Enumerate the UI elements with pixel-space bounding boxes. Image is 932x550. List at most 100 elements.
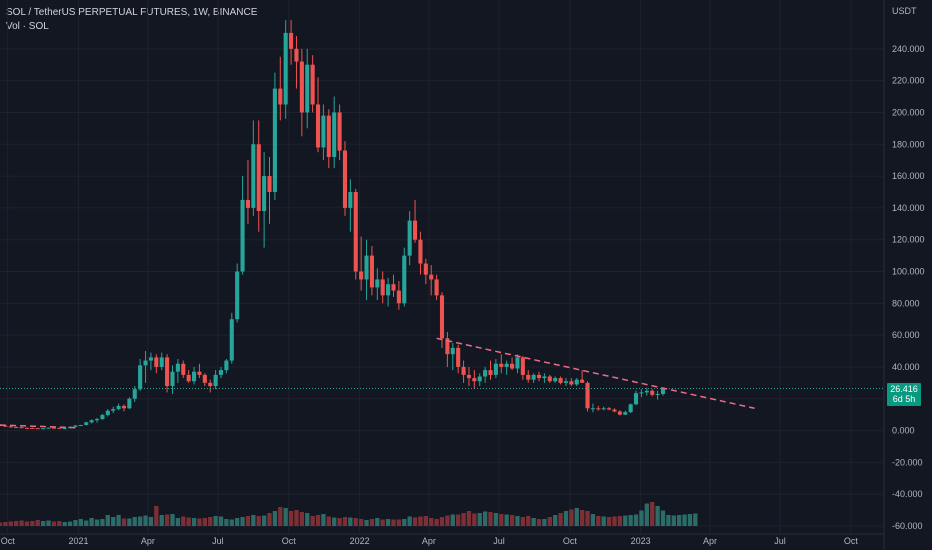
price-tick-label: -40.000 bbox=[892, 489, 923, 499]
candle-body bbox=[375, 279, 380, 288]
volume-legend: Vol · SOL bbox=[6, 21, 49, 32]
candle-body bbox=[391, 284, 396, 291]
candle-body bbox=[526, 374, 531, 380]
candle-body bbox=[542, 376, 547, 379]
candle-body bbox=[272, 88, 277, 192]
candle-body bbox=[94, 419, 100, 421]
candle-body bbox=[407, 220, 412, 256]
candle-body bbox=[46, 427, 51, 429]
volume-bar bbox=[143, 515, 148, 526]
volume-bar bbox=[499, 514, 504, 526]
candle-body bbox=[73, 425, 78, 427]
time-tick-label: Oct bbox=[563, 536, 578, 546]
volume-bar bbox=[294, 510, 299, 526]
time-tick-label: Oct bbox=[844, 536, 859, 546]
candle-body bbox=[127, 398, 132, 409]
volume-bar bbox=[0, 522, 3, 526]
volume-bar bbox=[30, 521, 35, 526]
candle-body bbox=[8, 426, 13, 428]
volume-bar bbox=[639, 510, 644, 526]
time-tick-label: Jul bbox=[493, 536, 505, 546]
volume-bar bbox=[191, 518, 197, 526]
volume-bar bbox=[380, 519, 385, 526]
candle-body bbox=[170, 371, 175, 387]
candle-body bbox=[121, 405, 127, 409]
volume-bar bbox=[585, 511, 590, 526]
volume-bar bbox=[515, 516, 520, 526]
price-tick-label: 140.000 bbox=[892, 203, 925, 213]
candle-body bbox=[434, 279, 439, 296]
candle-body bbox=[240, 199, 245, 272]
time-tick-label: Apr bbox=[703, 536, 717, 546]
volume-bar bbox=[116, 515, 121, 526]
candle-body bbox=[590, 408, 595, 410]
candle-body bbox=[251, 144, 256, 208]
candle-body bbox=[235, 271, 240, 320]
time-tick-label: Apr bbox=[141, 536, 155, 546]
volume-bar bbox=[310, 516, 315, 526]
candle-body bbox=[650, 390, 655, 395]
volume-bar bbox=[175, 518, 181, 526]
candle-body bbox=[224, 360, 229, 371]
candle-body bbox=[488, 370, 493, 375]
volume-bar bbox=[482, 511, 488, 526]
volume-bar bbox=[164, 514, 170, 526]
volume-bar bbox=[644, 503, 649, 526]
candle-body bbox=[655, 393, 660, 395]
volume-bar bbox=[677, 515, 682, 526]
time-tick-label: Oct bbox=[282, 536, 297, 546]
candle-body bbox=[105, 410, 110, 415]
time-tick-label: Jul bbox=[212, 536, 224, 546]
volume-bar bbox=[364, 520, 369, 526]
volume-bar bbox=[633, 514, 639, 526]
candle-body bbox=[569, 381, 574, 385]
volume-bar bbox=[62, 522, 67, 526]
volume-bar bbox=[628, 515, 633, 526]
volume-bar bbox=[35, 520, 40, 526]
candle-body bbox=[315, 104, 321, 148]
volume-bar bbox=[224, 519, 229, 526]
volume-bar bbox=[272, 511, 278, 526]
candle-countdown: 6d 5h bbox=[892, 393, 916, 404]
price-tick-label: 60.000 bbox=[892, 330, 920, 340]
volume-bar bbox=[418, 516, 423, 526]
volume-bar bbox=[342, 517, 348, 526]
candle-body bbox=[456, 347, 461, 367]
volume-bar bbox=[509, 515, 515, 526]
candle-body bbox=[218, 370, 224, 375]
candle-body bbox=[429, 274, 434, 280]
volume-bar bbox=[170, 514, 175, 526]
candle-body bbox=[3, 425, 8, 427]
volume-bar bbox=[671, 515, 676, 526]
candle-body bbox=[165, 357, 170, 387]
candle-body bbox=[41, 428, 46, 430]
trend-overlays bbox=[0, 337, 884, 429]
candle-body bbox=[601, 408, 606, 410]
volume-bar bbox=[105, 515, 110, 526]
candle-body bbox=[386, 284, 391, 296]
volume-bar bbox=[412, 517, 418, 526]
candle-body bbox=[78, 424, 83, 426]
candle-body bbox=[143, 360, 148, 366]
volume-bar bbox=[8, 521, 13, 526]
volume-bar bbox=[579, 510, 585, 526]
volume-bar bbox=[472, 513, 477, 526]
candle-body bbox=[256, 144, 261, 212]
candle-body bbox=[175, 363, 180, 372]
volume-bar bbox=[19, 520, 24, 526]
candle-body bbox=[359, 271, 364, 280]
volume-bar bbox=[450, 514, 455, 526]
candle-body bbox=[348, 191, 353, 208]
candle-body bbox=[154, 357, 159, 367]
volume-bar bbox=[601, 516, 606, 526]
volume-bar bbox=[235, 518, 240, 526]
volume-bar bbox=[100, 519, 105, 526]
candle-body bbox=[364, 255, 369, 280]
volume-bar bbox=[132, 517, 137, 526]
candle-body bbox=[278, 88, 283, 105]
price-tick-label: -20.000 bbox=[892, 457, 923, 467]
volume-bar bbox=[208, 517, 213, 526]
price-tick-label: 200.000 bbox=[892, 107, 925, 117]
time-tick-label: Jul bbox=[774, 536, 786, 546]
